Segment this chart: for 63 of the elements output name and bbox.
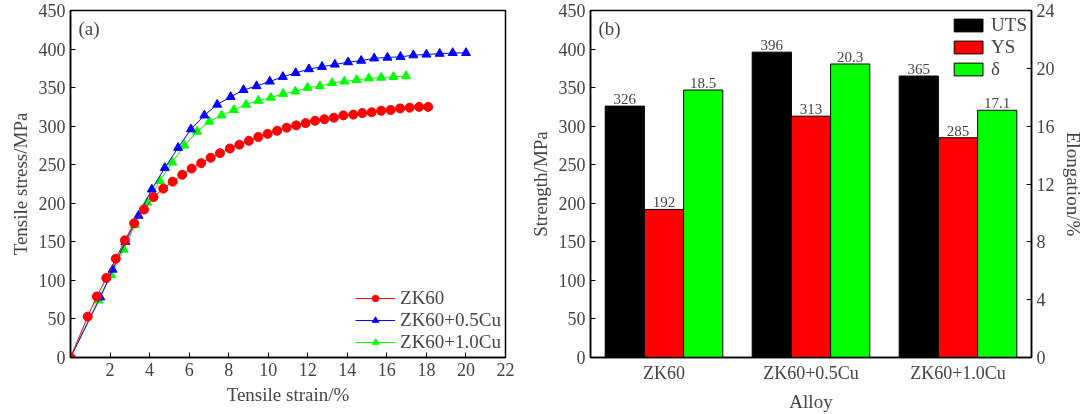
y-tick-label: 50	[47, 309, 66, 330]
y-tick-label: 200	[558, 193, 586, 214]
x-tick-label: 18	[417, 359, 436, 380]
legend-label: ZK60	[400, 287, 445, 309]
y-tick-label: 450	[38, 1, 66, 21]
x-tick-label: 6	[184, 359, 194, 380]
x-axis-title: Alloy	[789, 390, 834, 412]
x-tick-label: 12	[298, 359, 317, 380]
y-tick-label: 150	[38, 232, 66, 253]
x-axis-title: Tensile strain/%	[226, 383, 350, 405]
legend-label: ZK60+1.0Cu	[400, 331, 501, 353]
y-tick-label: 250	[558, 155, 586, 176]
annotation: (a)	[78, 17, 100, 40]
y2-tick-label: 4	[1036, 290, 1046, 311]
x-tick-label: 22	[496, 359, 515, 380]
y2-tick-label: 20	[1036, 58, 1055, 79]
y2-tick-label: 8	[1036, 232, 1046, 253]
data-label: 285	[946, 122, 970, 139]
y-tick-label: 350	[558, 78, 586, 99]
y-axis-title: Strength/MPa	[529, 130, 551, 237]
y-tick-label: 100	[558, 270, 586, 291]
data-label: 20.3	[837, 49, 864, 65]
y-tick-label: 200	[38, 193, 66, 214]
y2-axis-title: Elongation/%	[1062, 131, 1084, 237]
y-tick-label: 250	[38, 155, 66, 176]
y2-tick-label: 24	[1036, 1, 1055, 21]
y-tick-label: 100	[38, 270, 66, 291]
data-label: 18.5	[690, 75, 717, 92]
y-tick-label: 400	[38, 39, 66, 60]
data-label: 326	[613, 91, 637, 108]
data-label: 17.1	[984, 95, 1011, 112]
y-tick-label: 150	[558, 232, 586, 253]
x-tick-label: 14	[338, 359, 357, 380]
legend-label: ZK60+0.5Cu	[400, 309, 501, 331]
data-label: 313	[799, 101, 823, 118]
x-tick-label: ZK60	[643, 362, 685, 383]
y-tick-label: 350	[38, 78, 66, 99]
data-label: 365	[907, 61, 931, 78]
y2-tick-label: 0	[1036, 348, 1046, 368]
y-tick-label: 300	[558, 116, 586, 137]
x-tick-label: 20	[456, 359, 475, 380]
x-tick-label: ZK60+1.0Cu	[910, 362, 1006, 383]
y-tick-label: 450	[558, 1, 586, 21]
y-tick-label: 300	[38, 116, 66, 137]
x-tick-label: 10	[259, 359, 278, 380]
legend-label: UTS	[991, 14, 1027, 36]
annotation: (b)	[598, 17, 621, 40]
x-tick-label: 4	[145, 359, 155, 380]
y-tick-label: 50	[567, 309, 586, 330]
x-tick-label: 8	[224, 359, 234, 380]
data-label: 192	[652, 194, 676, 211]
x-tick-label: 2	[105, 359, 115, 380]
data-label: 396	[760, 37, 784, 54]
y-tick-label: 0	[56, 348, 66, 368]
legend-label: δ	[991, 58, 1002, 80]
y-tick-label: 400	[558, 39, 586, 60]
y2-tick-label: 12	[1036, 174, 1055, 195]
x-tick-label: 16	[377, 359, 396, 380]
legend-label: YS	[991, 36, 1016, 58]
y-tick-label: 0	[576, 348, 586, 368]
y2-tick-label: 16	[1036, 116, 1055, 137]
x-tick-label: ZK60+0.5Cu	[763, 362, 859, 383]
y-axis-title: Tensile stress/MPa	[9, 112, 31, 256]
